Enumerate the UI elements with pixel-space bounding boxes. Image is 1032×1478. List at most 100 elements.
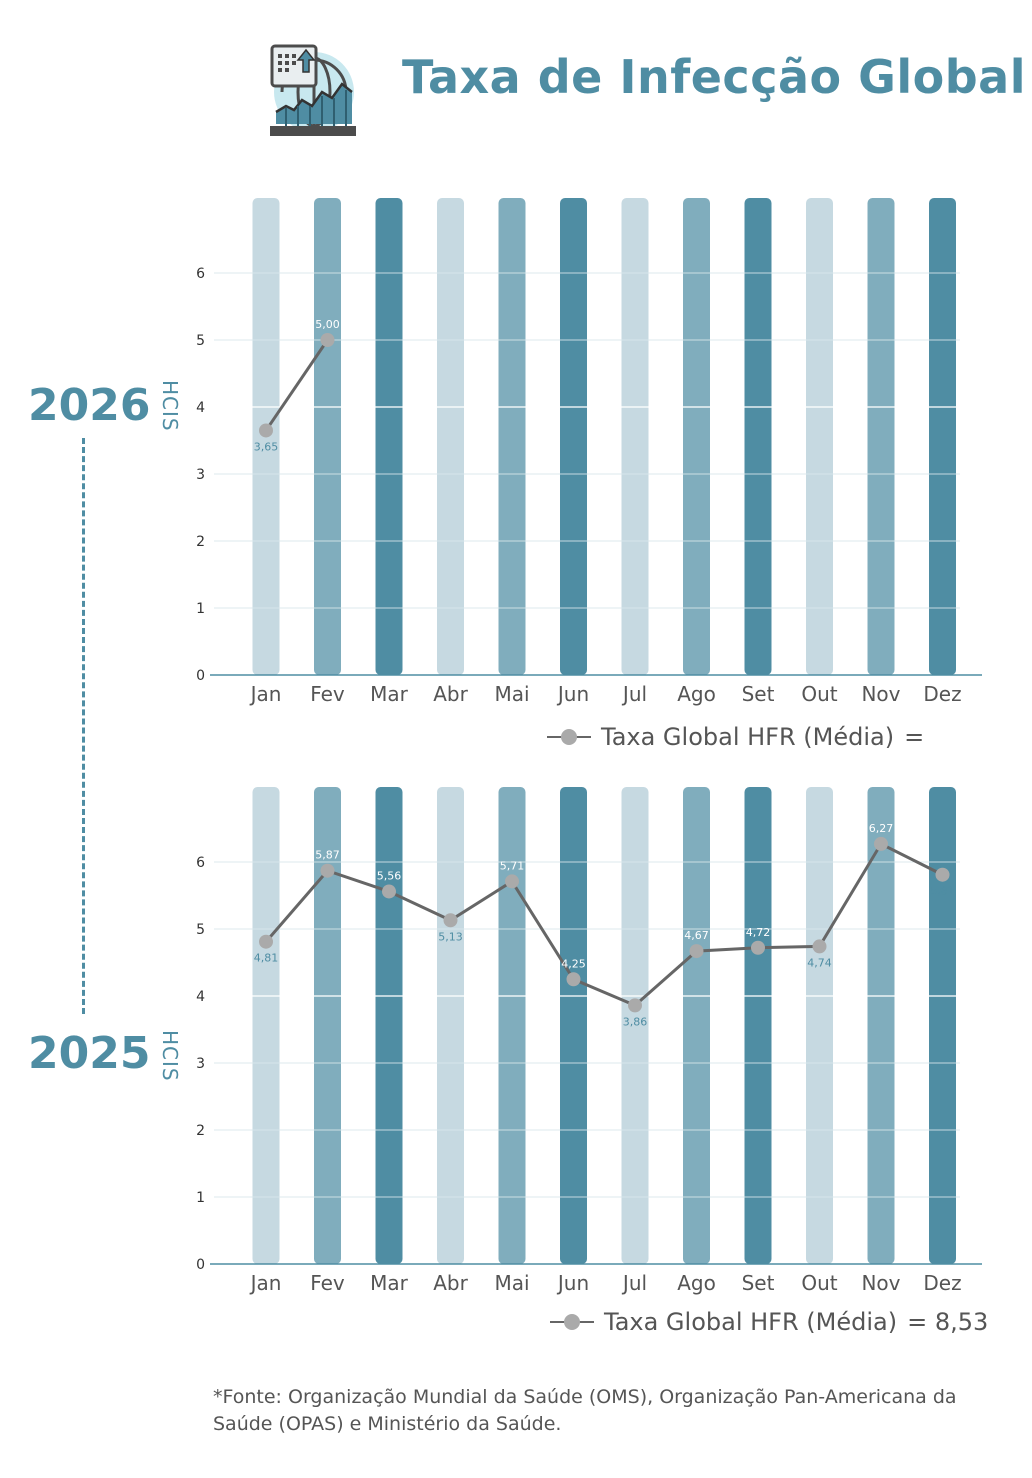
x-tick-label-mar: Mar <box>370 682 409 706</box>
year-label-bottom: 2025 <box>28 1028 151 1079</box>
x-tick-label-dez: Dez <box>923 682 961 706</box>
y-tick-label: 5 <box>196 922 205 938</box>
column-bar-abr <box>437 198 464 675</box>
x-tick-label-fev: Fev <box>310 682 345 706</box>
data-point-jan <box>259 423 273 438</box>
column-bar-fev <box>314 787 341 1264</box>
data-label-jun: 4,25 <box>561 957 586 970</box>
y-tick-label: 3 <box>196 467 205 483</box>
x-tick-label-nov: Nov <box>861 682 900 706</box>
x-tick-label-jan: Jan <box>249 1271 282 1295</box>
data-point-mai <box>505 874 519 889</box>
x-tick-label-fev: Fev <box>310 1271 345 1295</box>
x-tick-label-mai: Mai <box>494 1271 529 1295</box>
legend-value: = 8,53 <box>907 1308 989 1336</box>
legend-value: = <box>904 723 925 751</box>
column-bar-out <box>806 198 833 675</box>
x-tick-label-set: Set <box>742 682 775 706</box>
x-tick-label-jun: Jun <box>556 682 589 706</box>
x-tick-label-set: Set <box>742 1271 775 1295</box>
column-bar-jun <box>560 198 587 675</box>
column-bar-fev <box>314 198 341 675</box>
x-tick-label-abr: Abr <box>433 1271 468 1295</box>
data-label-fev: 5,00 <box>315 318 340 331</box>
x-tick-label-jun: Jun <box>556 1271 589 1295</box>
y-tick-label: 1 <box>196 1190 205 1206</box>
y-tick-label: 3 <box>196 1056 205 1072</box>
column-bar-jun <box>560 787 587 1264</box>
y-tick-label: 0 <box>196 668 205 684</box>
data-label-jul: 3,86 <box>623 1015 648 1028</box>
timeline-dashed-line <box>82 438 85 1014</box>
x-tick-label-out: Out <box>801 682 837 706</box>
x-tick-label-out: Out <box>801 1271 837 1295</box>
legend-2025: Taxa Global HFR (Média) = 8,53 <box>550 1308 998 1336</box>
data-label-set: 4,72 <box>746 926 771 939</box>
data-label-out: 4,74 <box>807 956 832 969</box>
x-tick-label-mai: Mai <box>494 682 529 706</box>
column-bar-ago <box>683 787 710 1264</box>
data-point-fev <box>320 333 335 347</box>
year-label-top: 2026 <box>28 380 151 431</box>
y-tick-label: 1 <box>196 601 205 617</box>
legend-2026: Taxa Global HFR (Média) = <box>547 723 934 751</box>
data-label-jan: 3,65 <box>254 440 279 453</box>
column-bar-set <box>744 198 772 675</box>
data-point-abr <box>443 913 458 928</box>
x-tick-label-jan: Jan <box>249 682 282 706</box>
source-note: *Fonte: Organização Mundial da Saúde (OM… <box>213 1386 957 1435</box>
column-bar-abr <box>437 787 464 1264</box>
y-tick-label: 6 <box>196 855 205 871</box>
data-point-set <box>751 940 765 955</box>
column-bar-out <box>806 787 833 1264</box>
column-bar-set <box>744 787 772 1264</box>
data-label-abr: 5,13 <box>438 930 463 943</box>
column-bar-nov <box>867 787 895 1264</box>
x-tick-label-ago: Ago <box>677 682 716 706</box>
data-label-mar: 5,56 <box>377 869 402 882</box>
x-tick-label-nov: Nov <box>861 1271 900 1295</box>
globe-chart-document-icon <box>268 40 360 140</box>
chart-2025: 0 1 2 3 4 5 6 Jan Fev Mar Abr Mai Jun Jul Ago Set Out Nov… <box>196 787 982 1295</box>
data-point-ago <box>689 944 704 959</box>
column-bar-dez <box>929 787 956 1264</box>
data-point-nov <box>874 836 888 851</box>
x-tick-label-abr: Abr <box>433 682 468 706</box>
series-line <box>264 841 944 1008</box>
chart-2026: 0 1 2 3 4 5 6 Jan Fev Mar Abr Mai Jun Jul Ago Set Out Nov… <box>196 198 982 706</box>
column-bar-dez <box>929 198 956 675</box>
column-bar-jul <box>621 198 649 675</box>
y-tick-label: 0 <box>196 1257 205 1273</box>
x-tick-label-dez: Dez <box>923 1271 961 1295</box>
legend-marker-icon <box>550 1314 594 1330</box>
y-tick-label: 4 <box>196 400 205 416</box>
data-point-jun <box>566 972 581 987</box>
column-bar-jul <box>621 787 649 1264</box>
legend-label: Taxa Global HFR (Média) <box>604 1308 898 1336</box>
column-bar-mai <box>498 787 526 1264</box>
y-tick-label: 6 <box>196 266 205 282</box>
data-point-mar <box>382 884 396 899</box>
data-point-out <box>812 939 827 954</box>
x-tick-label-mar: Mar <box>370 1271 409 1295</box>
column-bar-ago <box>683 198 710 675</box>
column-bar-nov <box>867 198 895 675</box>
data-label-fev: 5,87 <box>315 849 340 862</box>
x-tick-label-jul: Jul <box>621 682 647 706</box>
data-point-jul <box>628 998 642 1013</box>
column-bar-jan <box>252 787 280 1264</box>
column-bar-mar <box>375 787 403 1264</box>
data-label-nov: 6,27 <box>869 822 894 835</box>
data-point-jan <box>259 934 273 949</box>
page-title: Taxa de Infecção Global <box>402 50 1026 104</box>
data-point-dez <box>935 867 950 882</box>
y-tick-label: 4 <box>196 989 205 1005</box>
data-label-jan: 4,81 <box>254 952 279 965</box>
data-label-dez: 5,81 <box>930 885 955 898</box>
data-point-fev <box>320 863 335 878</box>
y-tick-label: 2 <box>196 1123 205 1139</box>
legend-marker-icon <box>547 729 591 745</box>
y-tick-label: 5 <box>196 333 205 349</box>
column-bar-mar <box>375 198 403 675</box>
data-label-ago: 4,67 <box>684 929 709 942</box>
